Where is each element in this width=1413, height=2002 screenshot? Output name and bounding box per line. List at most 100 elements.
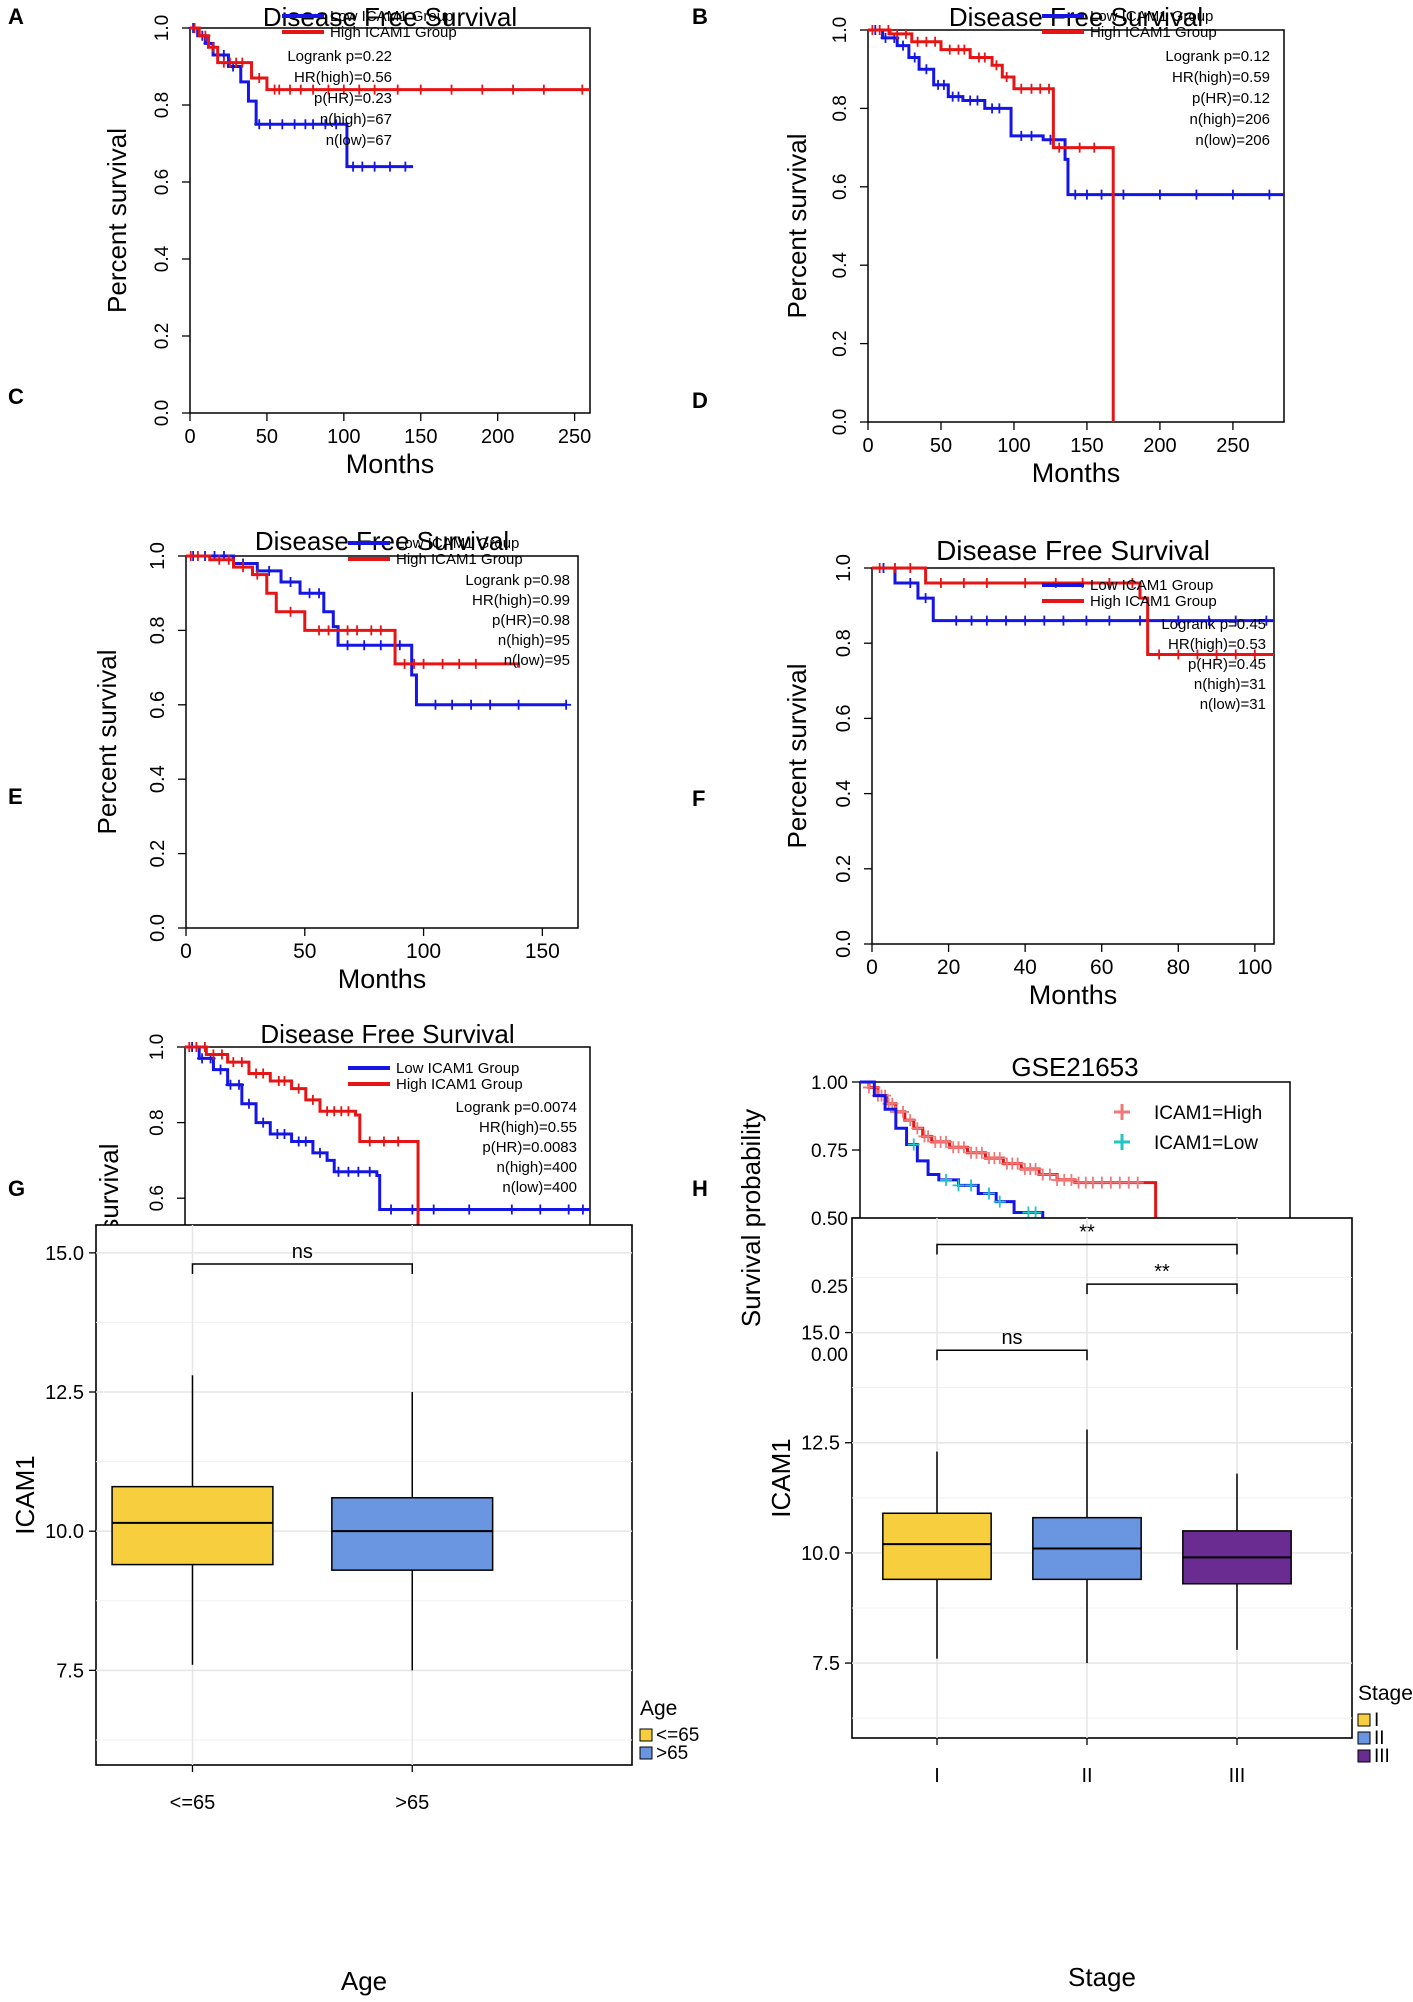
significance-bracket	[1086, 1283, 1238, 1295]
legend-swatch	[639, 1728, 653, 1742]
panel-letter-d: D	[692, 388, 708, 413]
y-tick-label: 0.0	[830, 409, 851, 435]
km-curve-second	[868, 28, 1115, 422]
censor-mark	[535, 1204, 546, 1215]
legend-key	[1114, 1104, 1130, 1120]
censor-mark	[200, 30, 211, 41]
legend-label: High ICAM1 Group	[396, 551, 523, 568]
y-axis-label: Percent survival	[782, 664, 812, 849]
censor-mark	[1081, 189, 1092, 200]
y-tick-label: 10.0	[45, 1521, 84, 1543]
legend-title: Age	[640, 1697, 677, 1720]
plot-frame	[189, 27, 591, 414]
censor-mark	[446, 84, 457, 95]
censor-mark	[958, 578, 969, 589]
censor-mark	[883, 25, 894, 35]
censor-mark	[1016, 83, 1027, 94]
censor-mark	[300, 1136, 311, 1147]
censor-mark	[409, 658, 420, 669]
panel-letter-e: E	[8, 784, 23, 809]
censor-mark	[952, 1179, 965, 1192]
legend-label: High ICAM1 Group	[330, 24, 457, 41]
legend-label: High ICAM1 Group	[396, 1076, 523, 1093]
plot-frame	[851, 1217, 1353, 1739]
y-tick-label: 0.4	[152, 245, 173, 272]
censor-mark	[513, 699, 524, 710]
stat-text: Logrank p=0.0074	[456, 1099, 577, 1116]
censor-mark	[308, 119, 319, 130]
censor-mark	[1081, 615, 1092, 626]
censor-mark	[1065, 1173, 1078, 1186]
censor-mark	[289, 119, 300, 130]
y-tick-label: 0.6	[152, 169, 173, 195]
censor-mark	[975, 1146, 988, 1159]
censor-mark	[485, 699, 496, 710]
y-tick-label: 15.0	[45, 1243, 84, 1265]
chart-title: Disease Free Survival	[260, 1019, 514, 1049]
censor-mark	[897, 1105, 909, 1118]
y-tick-label: 10.0	[801, 1543, 840, 1565]
censor-mark	[343, 1106, 354, 1117]
legend-title: Stage	[1358, 1682, 1413, 1705]
km-curve-first	[186, 554, 567, 707]
censor-mark	[274, 84, 285, 95]
y-tick-label: 15.0	[801, 1323, 840, 1345]
censor-mark	[1001, 72, 1012, 83]
censor-mark	[1191, 189, 1202, 200]
x-tick-label: 50	[256, 426, 278, 448]
censor-mark	[264, 565, 275, 576]
y-tick-label: 0.6	[147, 1185, 168, 1211]
y-tick-label: 0.6	[830, 174, 851, 200]
censor-mark	[1026, 83, 1037, 94]
km-curve-second	[185, 1045, 555, 1238]
censor-mark	[981, 578, 992, 589]
censor-mark	[454, 658, 465, 669]
censor-mark	[921, 64, 932, 75]
stat-text: n(low)=67	[326, 132, 392, 149]
censor-mark	[972, 95, 983, 106]
censor-mark	[935, 578, 946, 589]
y-tick-label: 0.8	[147, 616, 169, 644]
censor-mark	[1104, 578, 1115, 589]
y-tick-label: 0.8	[830, 95, 851, 121]
censor-mark	[323, 84, 334, 95]
censor-mark	[994, 103, 1005, 114]
x-tick-label: 0	[184, 426, 195, 448]
censor-mark	[293, 1083, 304, 1094]
stat-text: p(HR)=0.23	[314, 90, 392, 107]
x-tick-label: 100	[327, 426, 360, 448]
stat-text: n(high)=400	[497, 1159, 577, 1176]
censor-mark	[320, 119, 331, 130]
censor-mark	[1211, 649, 1222, 660]
stat-text: Logrank p=0.45	[1161, 616, 1266, 633]
censor-mark	[331, 119, 342, 130]
censor-mark	[415, 84, 426, 95]
legend-label: >65	[656, 1743, 688, 1764]
censor-mark	[1249, 649, 1260, 660]
stat-text: n(low)=95	[504, 652, 570, 669]
censor-mark	[983, 1187, 995, 1200]
legend-label: <=65	[656, 1725, 699, 1746]
censor-mark	[234, 1079, 244, 1090]
significance-bracket	[191, 1263, 413, 1274]
censor-mark	[1096, 189, 1107, 200]
censor-mark	[214, 554, 225, 565]
y-tick-label: 0.0	[147, 914, 169, 942]
censor-mark	[1044, 83, 1054, 94]
censor-mark	[364, 1166, 375, 1177]
x-tick-label: 150	[525, 940, 560, 963]
censor-mark	[393, 1136, 404, 1147]
legend-label: ICAM1=High	[1154, 1103, 1262, 1124]
panel-letter-a: A	[8, 4, 24, 29]
y-tick-label: 1.0	[147, 1034, 168, 1060]
y-tick-label: 0.0	[152, 400, 173, 426]
censor-mark	[352, 625, 363, 636]
censor-mark	[909, 52, 920, 63]
censor-mark	[208, 1049, 219, 1060]
x-tick-label: 80	[1167, 956, 1190, 979]
legend-label: ICAM1=Low	[1154, 1133, 1258, 1154]
x-tick-label: 0	[862, 435, 873, 457]
significance-label: **	[1079, 1221, 1095, 1243]
x-tick-label: 50	[930, 435, 952, 457]
legend-key	[1114, 1134, 1130, 1150]
